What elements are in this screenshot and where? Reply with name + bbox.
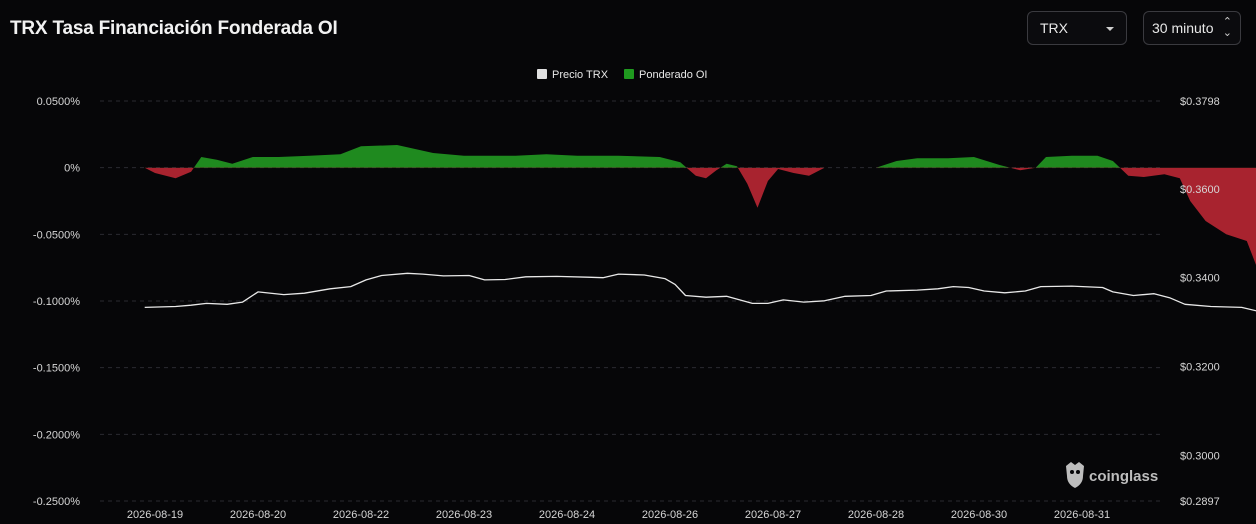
symbol-select[interactable]: TRX [1027,11,1127,45]
right-axis-tick-label: $0.3200 [1180,361,1220,373]
legend-item-precio-trx[interactable]: Precio TRX [552,69,609,81]
x-axis-tick-label: 2026-08-27 [745,509,801,521]
left-axis-tick-label: -0.0500% [33,229,80,241]
positive-funding-area [193,145,1120,168]
left-axis-tick-label: 0.0500% [37,96,81,108]
x-axis-tick-label: 2026-08-24 [539,509,595,521]
watermark-text: coinglass [1089,468,1158,485]
legend-swatch-precio-trx [537,69,547,79]
left-axis: 0.0500% 0% -0.0500% -0.1000% -0.1500% -0.2000… [33,96,80,508]
left-axis-tick-label: -0.1500% [33,363,80,375]
chevron-down-icon [1106,26,1114,31]
precio-trx-line [144,272,1256,312]
x-axis-tick-label: 2026-08-28 [848,509,904,521]
coinglass-logo: coinglass [1066,462,1158,488]
negative-funding-area [144,167,1256,265]
price-line-path [144,272,1256,312]
ponderado-oi-area [144,145,1256,265]
legend[interactable]: Precio TRX Ponderado OI [537,69,708,81]
right-axis-tick-label: $0.2897 [1180,496,1220,508]
interval-select-value: 30 minuto [1152,20,1214,36]
left-axis-tick-label: -0.2500% [33,496,80,508]
right-axis-tick-label: $0.3798 [1180,96,1220,108]
symbol-select-value: TRX [1040,20,1068,36]
left-axis-tick-label: -0.2000% [33,429,80,441]
x-axis-tick-label: 2026-08-26 [642,509,698,521]
legend-item-ponderado-oi[interactable]: Ponderado OI [639,69,708,81]
coinglass-mascot-icon [1066,462,1084,488]
x-axis-tick-label: 2026-08-20 [230,509,286,521]
right-axis: $0.3798 $0.3600 $0.3400 $0.3200 $0.3000 $0.28… [1180,96,1220,508]
updown-chevron-icon: ⌃ ⌄ [1222,16,1232,39]
x-axis-tick-label: 2026-08-31 [1054,509,1110,521]
left-axis-tick-label: -0.1000% [33,296,80,308]
right-axis-tick-label: $0.3000 [1180,450,1220,462]
x-axis-tick-label: 2026-08-19 [127,509,183,521]
legend-swatch-ponderado-oi [624,69,634,79]
x-axis-tick-label: 2026-08-22 [333,509,389,521]
x-axis: 2026-08-19 2026-08-20 2026-08-22 2026-08-23… [127,509,1110,521]
page-title: TRX Tasa Financiación Fonderada OI [10,18,338,39]
x-axis-tick-label: 2026-08-23 [436,509,492,521]
interval-select[interactable]: 30 minuto ⌃ ⌄ [1143,11,1241,45]
left-axis-tick-label: 0% [64,163,80,175]
right-axis-tick-label: $0.3600 [1180,184,1220,196]
x-axis-tick-label: 2026-08-30 [951,509,1007,521]
right-axis-tick-label: $0.3400 [1180,273,1220,285]
